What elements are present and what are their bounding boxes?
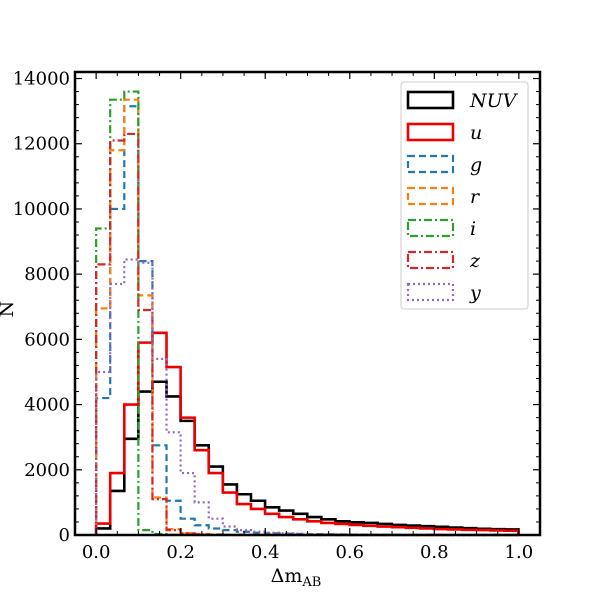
x-tick-label: 1.0 bbox=[505, 542, 534, 563]
legend-label-y: y bbox=[469, 282, 481, 304]
y-tick-label: 2000 bbox=[24, 460, 70, 481]
x-axis-label: ΔmAB bbox=[271, 565, 322, 590]
y-tick-label: 10000 bbox=[13, 199, 70, 220]
x-axis-label-sub: AB bbox=[301, 575, 321, 590]
x-tick-label: 0.0 bbox=[82, 542, 111, 563]
legend-swatch-r bbox=[406, 186, 455, 206]
x-tick-label: 0.2 bbox=[166, 542, 195, 563]
y-tick-label: 6000 bbox=[24, 329, 70, 350]
y-tick-label: 8000 bbox=[24, 264, 70, 285]
legend-label-z: z bbox=[469, 250, 481, 272]
legend-swatch-u bbox=[406, 122, 455, 142]
legend-swatch-g bbox=[406, 154, 455, 174]
legend-label-u: u bbox=[470, 122, 482, 144]
y-tick-label: 0 bbox=[59, 525, 70, 546]
y-tick-label: 4000 bbox=[24, 395, 70, 416]
ticks-layer: 0.0 0.2 0.4 0.6 0.8 1.0 0 2000 4000 6000 8000 10000… bbox=[13, 69, 541, 563]
legend-swatch-nuv bbox=[406, 90, 455, 110]
legend-box bbox=[400, 81, 529, 310]
plot-frame bbox=[73, 70, 542, 537]
x-tick-label: 0.4 bbox=[251, 542, 280, 563]
series-u-line bbox=[94, 331, 520, 535]
y-axis-label: N bbox=[0, 301, 18, 318]
y-tick-label: 12000 bbox=[13, 134, 70, 155]
x-tick-label: 0.6 bbox=[335, 542, 364, 563]
legend-label-g: g bbox=[470, 154, 482, 176]
x-axis-label-main: Δm bbox=[271, 565, 303, 587]
legend-swatch-i bbox=[406, 218, 455, 238]
legend-label-nuv: NUV bbox=[469, 90, 519, 112]
legend-label-i: i bbox=[470, 218, 476, 240]
legend-label-r: r bbox=[470, 186, 481, 208]
y-tick-label: 14000 bbox=[13, 69, 70, 90]
x-tick-label: 0.8 bbox=[420, 542, 449, 563]
legend-swatch-z bbox=[406, 250, 455, 270]
